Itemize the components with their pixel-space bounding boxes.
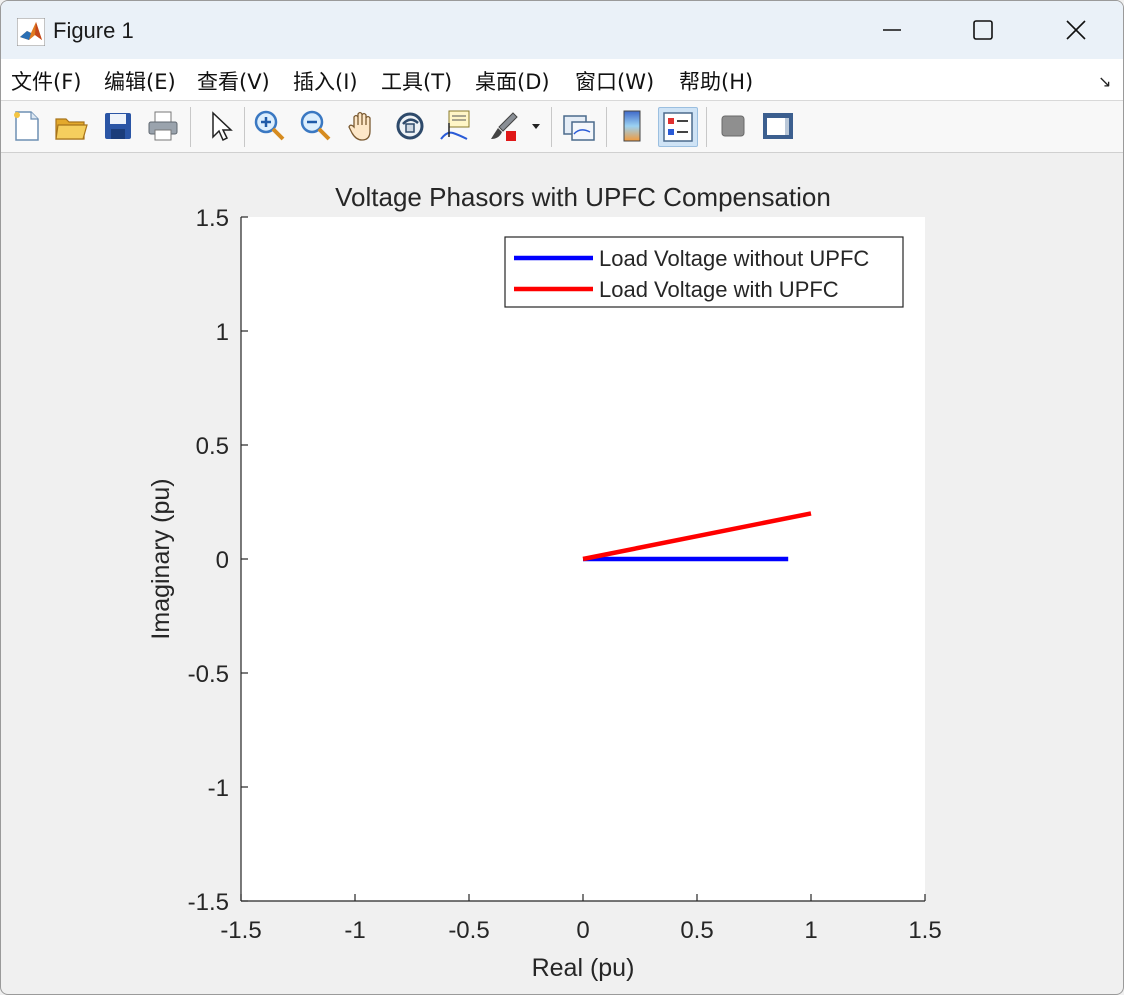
legend-label-2: Load Voltage with UPFC [599,277,839,302]
window-title: Figure 1 [53,18,134,43]
menu-tools[interactable]: 工具(T) [381,70,453,94]
x-tick-label: -1 [344,917,365,944]
figure-canvas: -1.5 -1 -0.5 0 0.5 1 1.5 1.5 1 0.5 0 -0.5 -1 -1.5 Vo… [147,182,942,982]
x-tick-label: 1.5 [908,917,941,944]
y-tick-label: -1 [208,775,229,802]
rotate-3d-button[interactable] [391,107,429,145]
close-icon [1066,20,1086,40]
link-plot-icon [563,115,595,141]
open-file-button[interactable] [52,107,90,145]
toolbar-separator [244,107,245,147]
maximize-button[interactable] [959,9,1005,51]
menu-desktop[interactable]: 桌面(D) [475,70,550,94]
zoom-out-icon [300,110,331,141]
menu-edit[interactable]: 编辑(E) [104,70,176,94]
title-bar: Figure 1 [1,1,1123,59]
x-tick-label: 0 [576,917,589,944]
x-tick-label: 0.5 [680,917,713,944]
select-pointer-button[interactable] [201,107,239,145]
menu-overflow-icon[interactable]: ↘ [1098,74,1112,91]
menu-help[interactable]: 帮助(H) [679,70,754,94]
colorbar-button[interactable] [613,107,651,145]
legend-box [504,236,904,308]
pan-hand-icon [348,111,371,141]
hide-plot-tools-icon [721,115,745,137]
hide-plot-tools-button[interactable] [714,107,752,145]
x-tick-label: 1 [804,917,817,944]
matlab-logo-icon [17,18,45,46]
show-plot-tools-icon [763,113,793,139]
select-pointer-icon [212,111,233,142]
toolbar-separator [706,107,707,147]
toolbar-separator [606,107,607,147]
print-icon [148,111,178,141]
new-figure-button[interactable] [7,107,45,145]
zoom-in-icon [254,110,285,141]
zoom-out-button[interactable] [297,107,335,145]
x-tick-label: -1.5 [220,917,261,944]
minimize-button[interactable] [869,9,915,51]
plot-lines [582,511,812,562]
open-file-icon [55,118,88,140]
rotate-3d-icon [396,112,424,140]
brush-dropdown[interactable] [527,107,545,145]
data-cursor-icon [440,110,470,140]
zoom-in-button[interactable] [251,107,289,145]
y-axis-ticks: 1.5 1 0.5 0 -0.5 -1 -1.5 [188,205,248,916]
new-figure-icon [14,111,39,141]
menu-file[interactable]: 文件(F) [11,70,82,94]
maximize-icon [973,20,993,40]
x-axis-ticks: -1.5 -1 -0.5 0 0.5 1 1.5 [220,894,942,944]
legend-label-1: Load Voltage without UPFC [599,246,869,271]
save-button[interactable] [99,107,137,145]
data-cursor-button[interactable] [437,107,475,145]
print-button[interactable] [144,107,182,145]
close-button[interactable] [1053,9,1099,51]
show-plot-tools-button[interactable] [759,107,797,145]
legend-icon [663,112,693,142]
y-tick-label: -1.5 [188,889,229,916]
y-tick-label: 1.5 [196,205,229,232]
menu-bar: 文件(F) 编辑(E) 查看(V) 插入(I) 工具(T) 桌面(D) 窗口(W… [1,59,1123,101]
y-tick-label: 1 [216,319,229,346]
legend[interactable]: Load Voltage without UPFC Load Voltage wi… [504,236,904,308]
y-tick-label: 0.5 [196,433,229,460]
save-icon [105,113,131,139]
y-tick-label: 0 [216,547,229,574]
figure-toolbar [1,101,1123,153]
pan-button[interactable] [344,107,382,145]
y-axis-label: Imaginary (pu) [147,478,175,639]
menu-window[interactable]: 窗口(W) [575,70,655,94]
toolbar-separator [551,107,552,147]
colorbar-icon [623,110,641,142]
series-line-2[interactable] [582,511,812,562]
y-tick-label: -0.5 [188,661,229,688]
brush-icon [491,112,518,141]
chevron-down-icon [532,124,540,129]
x-tick-label: -0.5 [448,917,489,944]
chart-title: Voltage Phasors with UPFC Compensation [335,182,831,212]
legend-button[interactable] [658,107,698,147]
x-axis-label: Real (pu) [532,954,635,982]
link-plot-button[interactable] [560,107,598,145]
brush-button[interactable] [485,107,523,145]
minimize-icon [883,29,901,31]
menu-insert[interactable]: 插入(I) [293,70,358,94]
menu-view[interactable]: 查看(V) [197,70,270,94]
toolbar-separator [190,107,191,147]
